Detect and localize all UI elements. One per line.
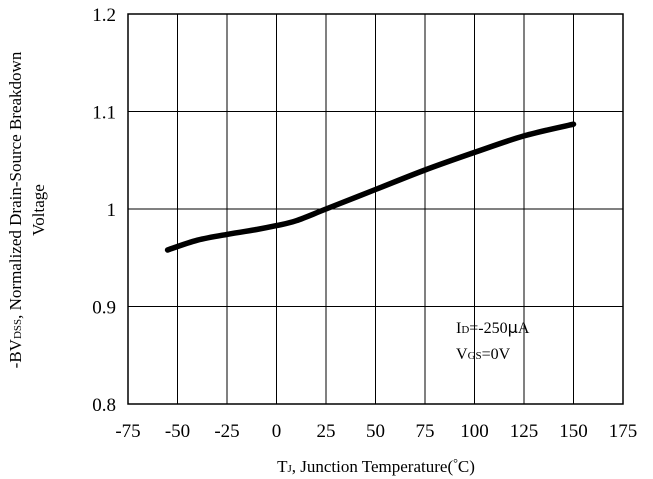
y-tick-labels: 0.8 0.9 1 1.1 1.2: [92, 5, 116, 416]
x-tick-label: 50: [366, 421, 385, 442]
series-line-0: [164, 121, 577, 253]
x-tick-label: -25: [214, 421, 239, 442]
y-axis-title-line2: Voltage: [29, 184, 48, 236]
x-tick-label: 125: [510, 421, 539, 442]
y-tick-label: 0.9: [92, 298, 116, 319]
plot-frame: [127, 13, 624, 405]
y-tick-label: 0.8: [92, 395, 116, 416]
grid: [128, 14, 623, 404]
x-axis-title: TJ, Junction Temperature(°C): [277, 456, 475, 476]
y-tick-label: 1.2: [92, 5, 116, 26]
annotation-vgs: VGS=0V: [456, 346, 511, 363]
y-tick-label: 1.1: [92, 103, 116, 124]
annotation-box: ID=-250μA VGS=0V: [456, 318, 530, 363]
x-tick-label: 150: [559, 421, 588, 442]
x-tick-label: 175: [609, 421, 638, 442]
annotation-id: ID=-250μA: [456, 318, 530, 337]
x-tick-label: -75: [115, 421, 140, 442]
x-tick-label: 25: [317, 421, 336, 442]
x-tick-labels: -75 -50 -25 0 25 50 75 100 125 150 175: [115, 421, 637, 442]
x-tick-label: 75: [416, 421, 435, 442]
x-tick-label: 0: [272, 421, 282, 442]
x-tick-label: 100: [460, 421, 489, 442]
x-tick-label: -50: [165, 421, 190, 442]
y-axis-title-line1: -BVDSS, Normalized Drain-Source Breakdow…: [6, 51, 25, 368]
y-tick-label: 1: [107, 200, 117, 221]
series-group: [164, 121, 577, 253]
